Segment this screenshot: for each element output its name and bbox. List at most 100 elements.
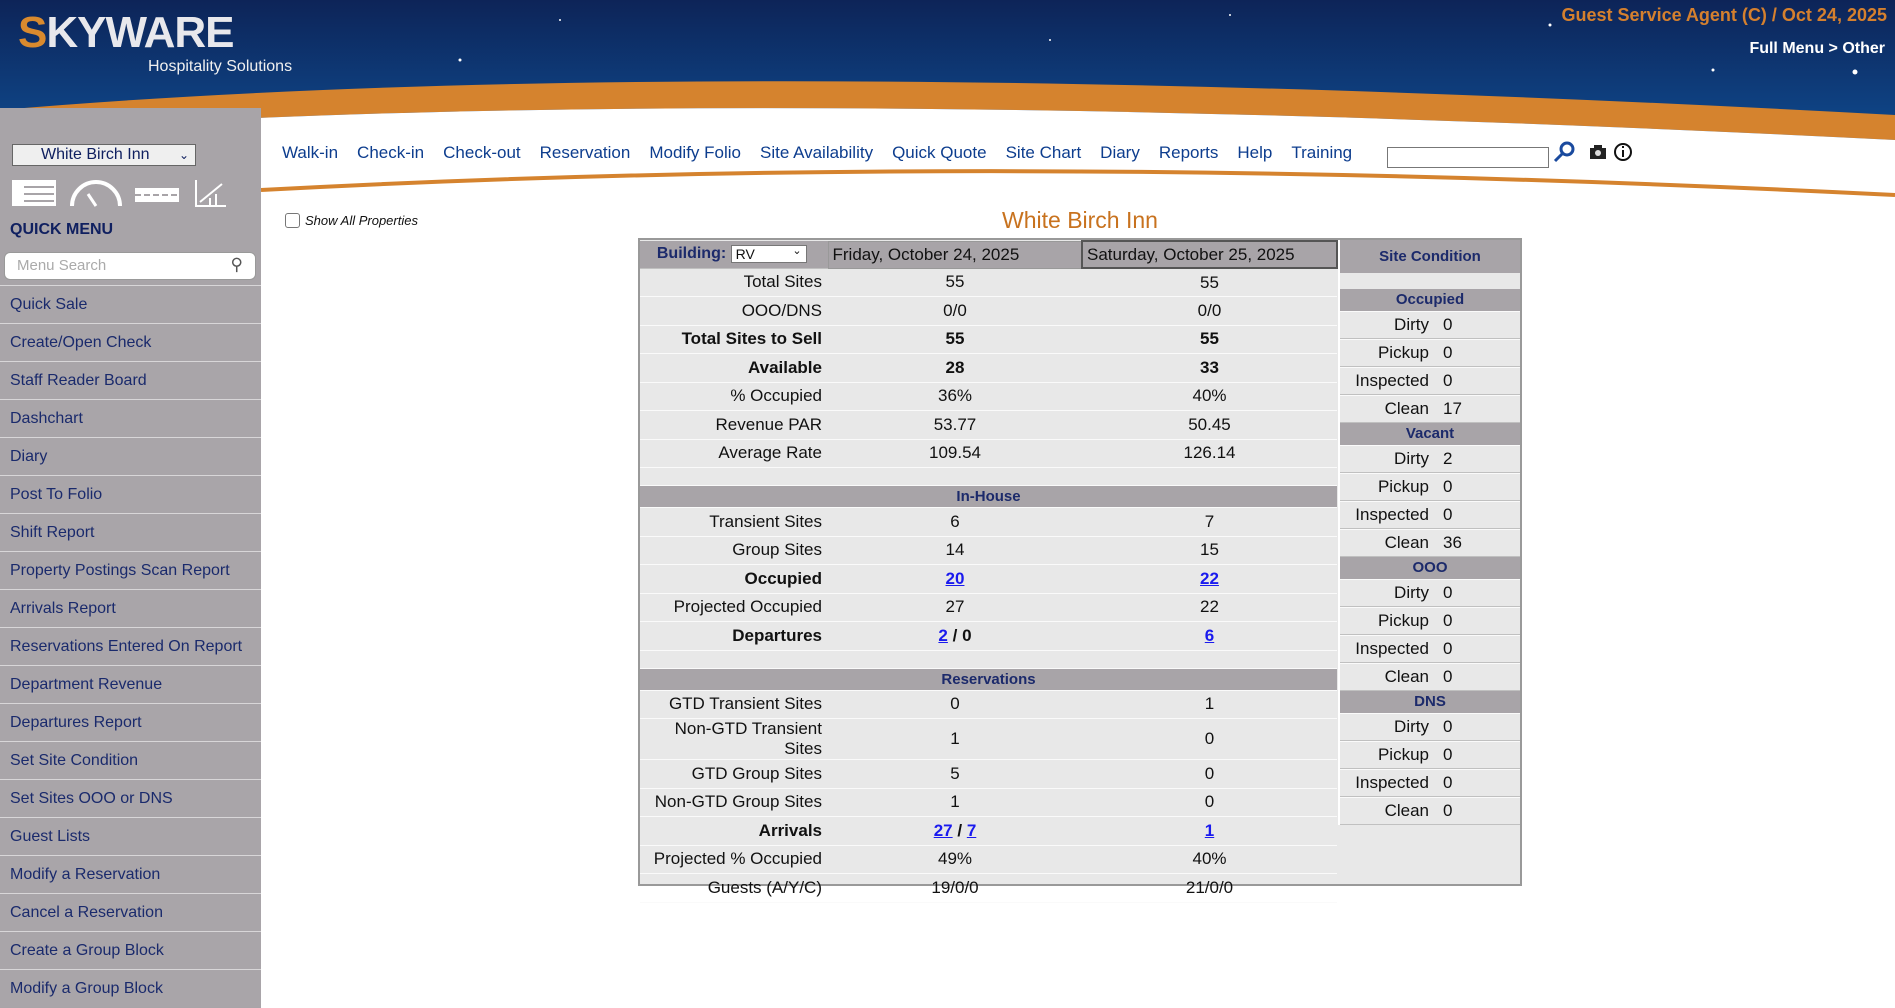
menu-item-department-revenue[interactable]: Department Revenue (0, 665, 261, 703)
condition-row[interactable]: Inspected 0 (1340, 367, 1520, 395)
grid-icon[interactable] (12, 180, 56, 206)
table-row: Guests (A/Y/C) 19/0/0 21/0/0 (640, 873, 1337, 903)
menu-item-staff-reader-board[interactable]: Staff Reader Board (0, 361, 261, 399)
occupied-link[interactable]: 20 (945, 568, 965, 588)
table-row: % Occupied 36% 40% (640, 381, 1337, 411)
table-row: Total Sites to Sell 55 55 (640, 324, 1337, 354)
condition-row[interactable]: Clean 36 (1340, 529, 1520, 557)
condition-row[interactable]: Dirty 0 (1340, 311, 1520, 339)
day1-value: 1 (828, 787, 1082, 817)
table-row: GTD Group Sites 5 0 (640, 759, 1337, 789)
table-row: Total Sites 55 55 (640, 267, 1337, 297)
menu-item-property-postings-scan-report[interactable]: Property Postings Scan Report (0, 551, 261, 589)
menu-item-departures-report[interactable]: Departures Report (0, 703, 261, 741)
row-label: Non-GTD Transient Sites (640, 718, 828, 760)
departures-link[interactable]: 2 (938, 625, 948, 645)
menu-search-input[interactable]: Menu Search ⚲ (4, 252, 256, 280)
menu-item-quick-sale[interactable]: Quick Sale (0, 285, 261, 323)
nav-training[interactable]: Training (1291, 143, 1353, 162)
menu-item-guest-lists[interactable]: Guest Lists (0, 817, 261, 855)
condition-row[interactable]: Pickup 0 (1340, 473, 1520, 501)
menu-item-cancel-a-reservation[interactable]: Cancel a Reservation (0, 893, 261, 931)
day1-value: 28 (828, 353, 1082, 383)
condition-row[interactable]: Pickup 0 (1340, 607, 1520, 635)
search-icon[interactable] (1552, 140, 1576, 164)
building-select[interactable]: RV ⌄ (730, 245, 807, 264)
skyware-logo[interactable]: SKYWARE Hospitality Solutions (18, 8, 293, 75)
menu-item-shift-report[interactable]: Shift Report (0, 513, 261, 551)
global-search-input[interactable] (1387, 147, 1549, 168)
condition-row[interactable]: Pickup 0 (1340, 339, 1520, 367)
breadcrumb[interactable]: Full Menu > Other (1749, 40, 1885, 57)
condition-row[interactable]: Inspected 0 (1340, 635, 1520, 663)
menu-item-set-sites-ooo-or-dns[interactable]: Set Sites OOO or DNS (0, 779, 261, 817)
condition-row[interactable]: Pickup 0 (1340, 741, 1520, 769)
menu-item-diary[interactable]: Diary (0, 437, 261, 475)
table-row: Average Rate 109.54 126.14 (640, 438, 1337, 468)
nav-check-in[interactable]: Check-in (357, 143, 425, 162)
day1-value: 6 (828, 507, 1082, 537)
menu-item-modify-a-reservation[interactable]: Modify a Reservation (0, 855, 261, 893)
day2-value: 0/0 (1082, 296, 1337, 326)
arrivals-link[interactable]: 1 (1204, 820, 1215, 840)
show-all-checkbox[interactable] (285, 213, 300, 228)
day2-value: 55 (1082, 267, 1337, 297)
row-label: Projected % Occupied (640, 844, 828, 874)
camera-icon[interactable] (1589, 143, 1607, 161)
table-row: Available 28 33 (640, 353, 1337, 383)
condition-row[interactable]: Dirty 0 (1340, 713, 1520, 741)
row-label: GTD Transient Sites (640, 689, 828, 719)
occupied-link[interactable]: 22 (1200, 568, 1219, 588)
nav-walk-in[interactable]: Walk-in (282, 143, 339, 162)
section-inhouse: In-House (640, 485, 1337, 508)
nav-modify-folio[interactable]: Modify Folio (649, 143, 741, 162)
day1-value: 55 (828, 267, 1082, 297)
condition-row[interactable]: Clean 0 (1340, 797, 1520, 825)
condition-row[interactable]: Dirty 0 (1340, 579, 1520, 607)
condition-row[interactable]: Inspected 0 (1340, 769, 1520, 797)
day2-value: 22 (1082, 564, 1337, 594)
menu-item-create-open-check[interactable]: Create/Open Check (0, 323, 261, 361)
nav-check-out[interactable]: Check-out (443, 143, 521, 162)
departures-link[interactable]: 6 (1204, 625, 1215, 645)
chart-icon[interactable] (195, 180, 226, 207)
table-row: OOO/DNS 0/0 0/0 (640, 296, 1337, 326)
menu-item-dashchart[interactable]: Dashchart (0, 399, 261, 437)
gauge-icon[interactable] (70, 180, 122, 207)
day2-value: 55 (1082, 324, 1337, 354)
group-ooo: OOO (1340, 557, 1520, 579)
chevron-down-icon: ⌄ (178, 148, 189, 162)
table-row: Non-GTD Group Sites 1 0 (640, 787, 1337, 817)
menu-item-set-site-condition[interactable]: Set Site Condition (0, 741, 261, 779)
menu-item-arrivals-report[interactable]: Arrivals Report (0, 589, 261, 627)
condition-row[interactable]: Inspected 0 (1340, 501, 1520, 529)
nav-reports[interactable]: Reports (1158, 143, 1219, 162)
row-label: Total Sites to Sell (640, 324, 828, 354)
nav-diary[interactable]: Diary (1100, 143, 1140, 162)
menu-item-reservations-entered-on-report[interactable]: Reservations Entered On Report (0, 627, 261, 665)
nav-reservation[interactable]: Reservation (539, 143, 631, 162)
condition-row[interactable]: Dirty 2 (1340, 445, 1520, 473)
card-icon[interactable] (135, 188, 179, 202)
search-icon[interactable]: ⚲ (230, 255, 243, 274)
info-icon[interactable] (1612, 141, 1634, 163)
date-1[interactable]: Friday, October 24, 2025 (827, 240, 1083, 269)
property-select[interactable]: White Birch Inn ⌄ (12, 144, 196, 166)
condition-row[interactable]: Clean 0 (1340, 663, 1520, 691)
arrivals-link[interactable]: 27 (933, 820, 953, 840)
nav-quick-quote[interactable]: Quick Quote (892, 143, 987, 162)
arrivals-link[interactable]: 7 (966, 820, 977, 840)
nav-help[interactable]: Help (1237, 143, 1273, 162)
show-all-properties[interactable]: Show All Properties (285, 213, 418, 228)
nav-site-chart[interactable]: Site Chart (1005, 143, 1082, 162)
date-2[interactable]: Saturday, October 25, 2025 (1081, 240, 1338, 269)
page-title: White Birch Inn (1002, 207, 1158, 233)
condition-row[interactable]: Clean 17 (1340, 395, 1520, 423)
menu-item-modify-a-group-block[interactable]: Modify a Group Block (0, 969, 261, 1007)
menu-item-post-to-folio[interactable]: Post To Folio (0, 475, 261, 513)
site-condition-panel: Site Condition Occupied Dirty 0 Pickup 0 Inspe… (1338, 240, 1520, 825)
row-label: OOO/DNS (640, 296, 828, 326)
nav-site-availability[interactable]: Site Availability (759, 143, 874, 162)
menu-item-create-a-group-block[interactable]: Create a Group Block (0, 931, 261, 969)
